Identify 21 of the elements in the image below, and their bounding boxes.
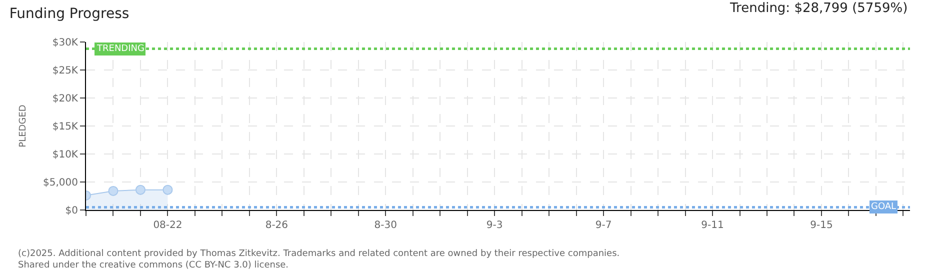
text: Trending: $28,799 (5759%)	[729, 1, 908, 16]
y-tick-label: $20K	[52, 94, 78, 104]
x-tick-label: 8-26	[265, 220, 288, 231]
x-tick-label: 08-22	[153, 220, 182, 231]
text: (c)2025. Additional content provided by Thomas Zitkevitz. Trademarks and related content are owned by their respective companies.	[18, 249, 620, 259]
y-tick-label: $15K	[52, 122, 78, 132]
y-tick-label: $5,000	[43, 178, 78, 188]
ref-line-label: GOAL	[871, 202, 896, 212]
x-tick-label: 9-7	[595, 220, 612, 231]
x-tick-label: 9-15	[810, 220, 833, 231]
chart-title: Funding Progress	[9, 6, 130, 22]
x-tick-label: 9-11	[701, 220, 724, 231]
y-axis-title: PLEDGED	[18, 104, 28, 148]
x-tick-label: 8-30	[374, 220, 397, 231]
y-tick-label: $25K	[52, 66, 78, 76]
y-tick-label: $30K	[52, 38, 78, 48]
y-tick-label: $0	[65, 206, 78, 216]
x-tick-label: 9-3	[486, 220, 503, 231]
text: Shared under the creative commons (CC BY-NC 3.0) license.	[18, 260, 289, 270]
ref-line-label: TRENDING	[96, 44, 144, 54]
y-tick-label: $10K	[52, 150, 78, 160]
